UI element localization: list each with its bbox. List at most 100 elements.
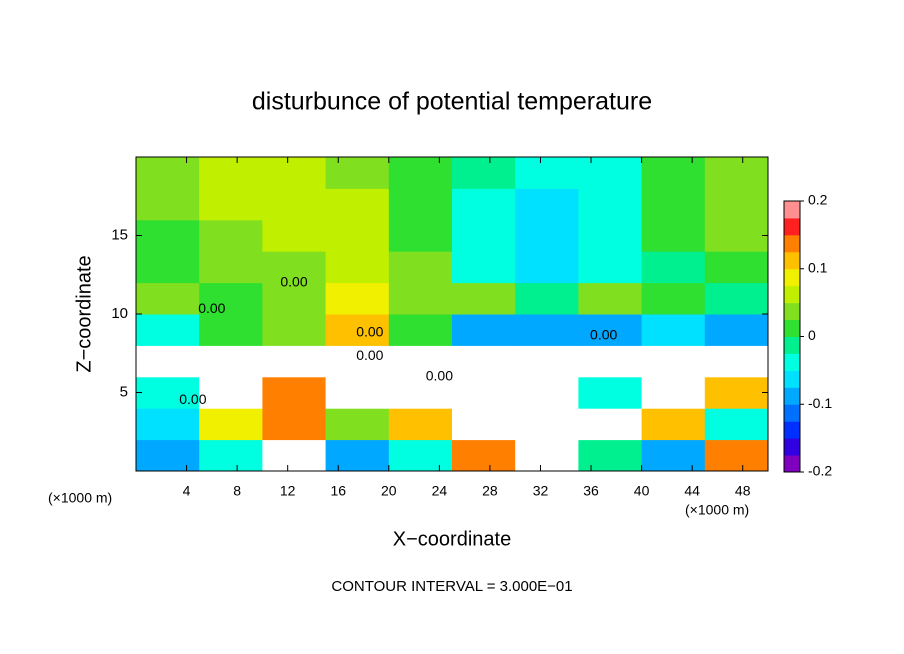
heat-cell bbox=[199, 314, 263, 346]
y-tick-label: 10 bbox=[111, 305, 128, 322]
heat-cell bbox=[641, 439, 706, 472]
heat-cell bbox=[199, 439, 263, 472]
heat-cell bbox=[578, 282, 643, 315]
x-unit: (×1000 m) bbox=[685, 502, 749, 518]
heat-cell bbox=[641, 157, 706, 189]
y-tick-label: 5 bbox=[120, 383, 128, 400]
heat-cell bbox=[199, 376, 263, 409]
heat-cell bbox=[388, 188, 453, 221]
heat-cell bbox=[388, 314, 453, 346]
colorbar-swatch bbox=[784, 268, 800, 287]
heat-cell bbox=[199, 188, 263, 221]
heat-cell bbox=[452, 345, 516, 378]
contour-label: 0.00 bbox=[356, 324, 383, 340]
x-unit: (×1000 m) bbox=[48, 490, 112, 506]
heat-cell bbox=[262, 439, 327, 472]
colorbar-swatch bbox=[784, 217, 800, 236]
heat-cell bbox=[262, 408, 327, 441]
heat-cell bbox=[325, 314, 390, 346]
colorbar-tick-label: 0.1 bbox=[808, 259, 828, 275]
heat-cell bbox=[136, 251, 200, 284]
heat-cell bbox=[388, 376, 453, 409]
heat-cell bbox=[641, 282, 706, 315]
colorbar-swatch bbox=[784, 319, 800, 337]
colorbar-swatch bbox=[784, 336, 800, 354]
heat-cell bbox=[578, 157, 643, 189]
heat-cell bbox=[262, 188, 327, 221]
colorbar-tick-label: -0.2 bbox=[808, 463, 832, 479]
heat-cell bbox=[262, 345, 327, 378]
heat-cell bbox=[452, 408, 516, 441]
heat-cell bbox=[199, 219, 263, 252]
heat-cell bbox=[704, 157, 769, 189]
colorbar-swatch bbox=[784, 251, 800, 270]
x-tick-label: 48 bbox=[735, 483, 751, 499]
heat-cell bbox=[704, 439, 769, 472]
heat-cell bbox=[641, 314, 706, 346]
heat-cell bbox=[515, 376, 579, 409]
heat-cell bbox=[704, 345, 769, 378]
heat-cell bbox=[704, 314, 769, 346]
x-tick-label: 36 bbox=[583, 483, 599, 499]
heat-cell bbox=[704, 219, 769, 252]
heat-cell bbox=[136, 188, 200, 221]
heat-cell bbox=[388, 282, 453, 315]
heat-cell bbox=[262, 314, 327, 346]
heat-cell bbox=[578, 345, 643, 378]
heat-cell bbox=[136, 376, 200, 409]
colorbar-swatch bbox=[784, 353, 800, 371]
colorbar-tick-label: 0.2 bbox=[808, 192, 828, 208]
heat-cell bbox=[641, 251, 706, 284]
heat-cell bbox=[388, 439, 453, 472]
heat-cell bbox=[325, 188, 390, 221]
heat-cell bbox=[262, 157, 327, 189]
heat-cell bbox=[262, 219, 327, 252]
colorbar-swatch bbox=[784, 404, 800, 422]
contour-label: 0.00 bbox=[590, 327, 617, 343]
x-tick-label: 8 bbox=[233, 483, 241, 499]
heat-cell bbox=[262, 282, 327, 315]
heat-cell bbox=[199, 251, 263, 284]
heat-cell bbox=[452, 157, 516, 189]
heat-cell bbox=[325, 408, 390, 441]
heat-cell bbox=[325, 345, 390, 378]
contour-label: 0.00 bbox=[280, 273, 307, 289]
colorbar-swatch bbox=[784, 455, 800, 473]
heat-cell bbox=[641, 408, 706, 441]
heat-cell bbox=[388, 345, 453, 378]
heat-cell bbox=[452, 314, 516, 346]
heat-cell bbox=[515, 314, 579, 346]
heat-cell bbox=[515, 188, 579, 221]
heat-cell bbox=[262, 376, 327, 409]
heat-cell bbox=[199, 157, 263, 189]
heat-cell bbox=[452, 439, 516, 472]
colorbar-tick-label: -0.1 bbox=[808, 395, 832, 411]
heat-cell bbox=[136, 314, 200, 346]
colorbar-swatch bbox=[784, 201, 800, 219]
heat-cell bbox=[704, 188, 769, 221]
x-tick-label: 12 bbox=[280, 483, 296, 499]
heatmap bbox=[136, 157, 769, 472]
heat-cell bbox=[704, 282, 769, 315]
heat-cell bbox=[388, 408, 453, 441]
y-axis-label: Z−coordinate bbox=[73, 255, 95, 372]
heat-cell bbox=[515, 157, 579, 189]
y-tick-label: 15 bbox=[111, 226, 128, 243]
heat-cell bbox=[452, 251, 516, 284]
contour-label: 0.00 bbox=[179, 391, 206, 407]
heat-cell bbox=[452, 376, 516, 409]
x-tick-label: 28 bbox=[482, 483, 498, 499]
colorbar-tick-label: 0 bbox=[808, 327, 816, 343]
heat-cell bbox=[515, 408, 579, 441]
x-tick-label: 32 bbox=[533, 483, 549, 499]
heat-cell bbox=[325, 251, 390, 284]
heat-cell bbox=[578, 219, 643, 252]
contour-label: 0.00 bbox=[426, 368, 453, 384]
x-tick-label: 44 bbox=[684, 483, 700, 499]
chart-title: disturbunce of potential temperature bbox=[252, 88, 652, 116]
x-tick-label: 4 bbox=[183, 483, 191, 499]
heat-cell bbox=[199, 282, 263, 315]
heat-cell bbox=[136, 282, 200, 315]
heat-cell bbox=[325, 282, 390, 315]
